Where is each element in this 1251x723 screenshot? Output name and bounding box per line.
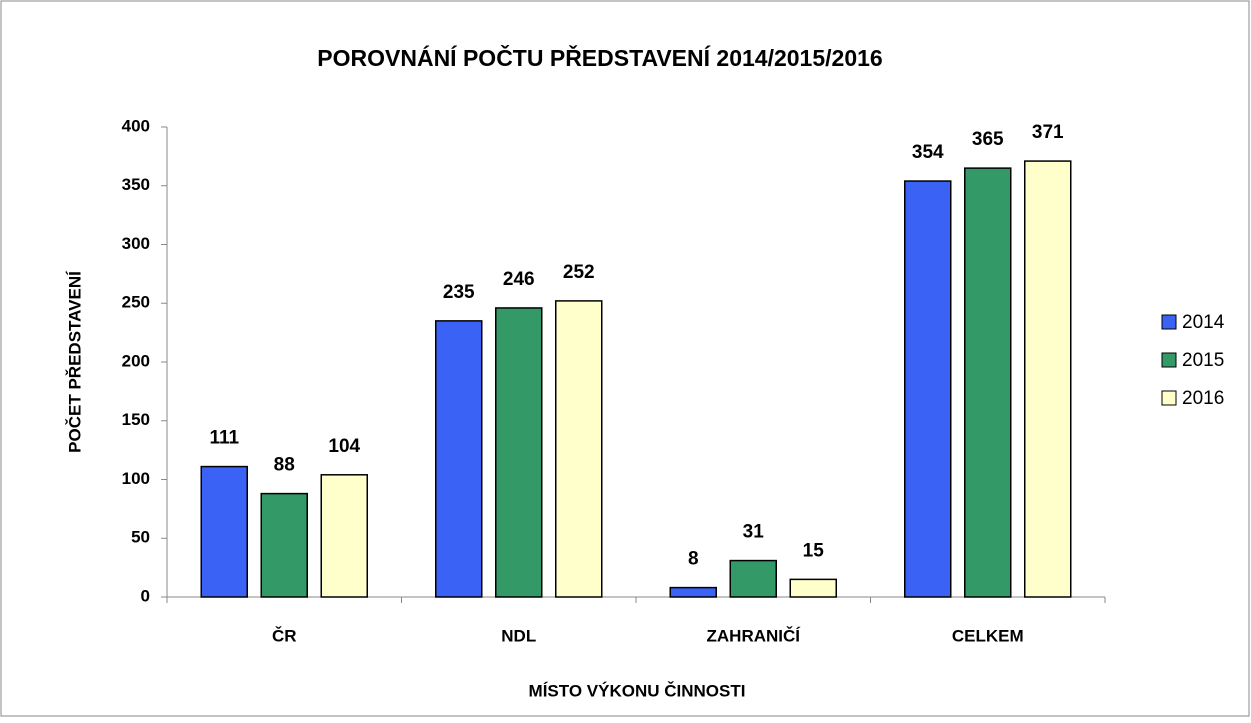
y-tick-label: 100 [122, 469, 150, 488]
bar [729, 559, 777, 598]
bar [435, 320, 483, 598]
data-label: 246 [503, 269, 535, 290]
bar [1024, 160, 1072, 598]
bar [495, 307, 543, 598]
y-tick-label: 150 [122, 410, 150, 429]
bar [320, 474, 368, 598]
data-label: 235 [443, 282, 475, 303]
y-tick-label: 0 [141, 586, 150, 605]
bar [789, 578, 837, 598]
data-label: 15 [803, 540, 825, 561]
y-tick-label: 200 [122, 351, 150, 370]
bar [904, 180, 952, 598]
data-label: 88 [274, 455, 295, 476]
chart-title: POROVNÁNÍ POČTU PŘEDSTAVENÍ 2014/2015/20… [317, 44, 882, 71]
x-tick-label: ZAHRANIČÍ [707, 626, 802, 645]
bar [669, 586, 717, 598]
data-label: 252 [563, 262, 595, 283]
y-tick-label: 350 [122, 175, 150, 194]
data-label: 8 [688, 549, 699, 570]
legend-label: 2015 [1182, 350, 1224, 371]
legend-swatch [1161, 390, 1177, 406]
y-tick-label: 400 [122, 116, 150, 135]
x-tick-label: NDL [501, 626, 536, 645]
y-axis-label: POČET PŘEDSTAVENÍ [65, 270, 84, 453]
legend-label: 2016 [1182, 388, 1224, 409]
y-tick-label: 250 [122, 293, 150, 312]
legend-swatch [1161, 352, 1177, 368]
data-label: 31 [743, 522, 765, 543]
y-tick-label: 50 [131, 528, 150, 547]
legend-label: 2014 [1182, 312, 1225, 333]
data-label: 371 [1032, 122, 1064, 143]
bar [200, 465, 248, 598]
bar [964, 167, 1012, 598]
data-label: 111 [209, 428, 239, 449]
data-label: 104 [328, 436, 360, 457]
y-tick-label: 300 [122, 234, 150, 253]
bar [260, 492, 308, 598]
data-label: 365 [972, 129, 1004, 150]
bar [555, 300, 603, 598]
x-tick-label: CELKEM [952, 626, 1024, 645]
x-axis-label: MÍSTO VÝKONU ČINNOSTI [529, 681, 746, 700]
x-tick-label: ČR [272, 626, 297, 645]
data-label: 354 [912, 142, 944, 163]
legend-swatch [1161, 314, 1177, 330]
